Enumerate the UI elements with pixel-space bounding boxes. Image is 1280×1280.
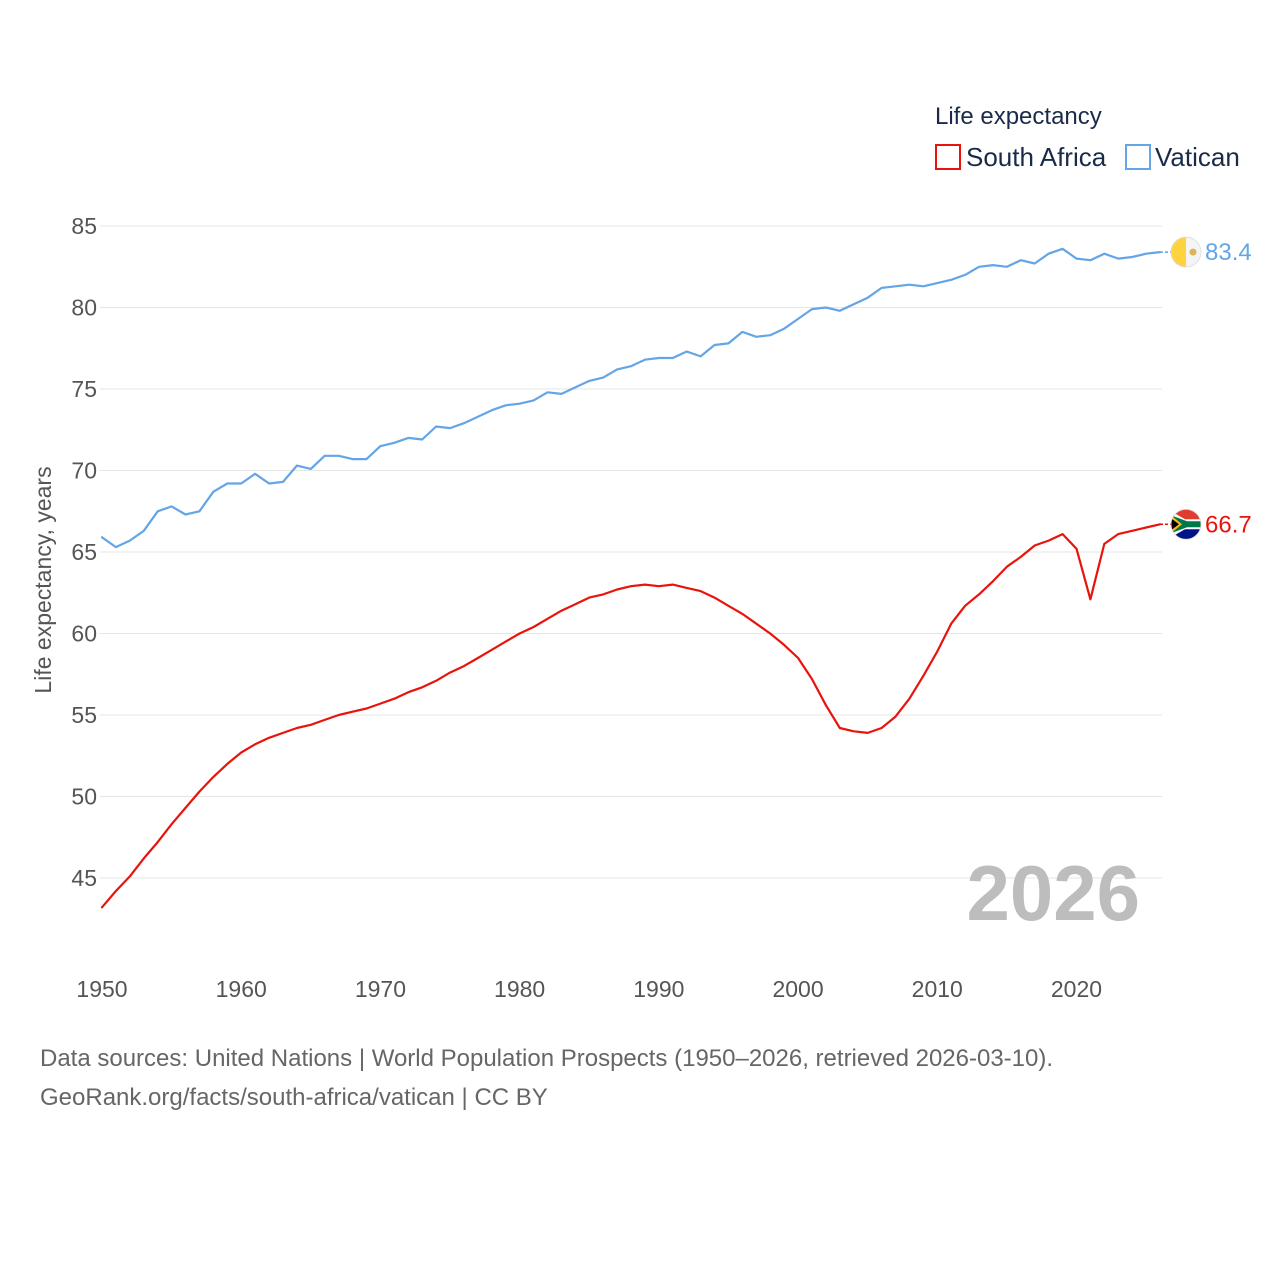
x-tick-label-2020: 2020 [1051,976,1102,1002]
y-tick-label-60: 60 [71,621,97,647]
series-end-labels: 66.7 83.4 [1160,236,1252,540]
y-tick-label-75: 75 [71,376,97,402]
data-sources: Data sources: United Nations | World Pop… [40,1045,1054,1072]
vatican-flag-icon [1170,236,1202,268]
current-year-watermark: 2026 [966,849,1140,937]
y-axis-ticks: 45 50 55 60 65 70 75 80 85 [71,213,97,891]
legend-swatch-south-africa [935,144,961,170]
legend-item-vatican[interactable]: Vatican [1125,142,1240,172]
legend-swatch-vatican [1125,144,1151,170]
legend-label-south-africa: South Africa [966,142,1107,172]
y-tick-label-65: 65 [71,539,97,565]
series-lines [100,247,1162,909]
legend: Life expectancy South Africa Vatican [935,103,1240,172]
y-tick-label-50: 50 [71,784,97,810]
y-tick-label-55: 55 [71,702,97,728]
end-value-label-south-africa: 66.7 [1205,511,1252,538]
x-axis-ticks: 1950 1960 1970 1980 1990 2000 2010 2020 [76,976,1102,1002]
x-tick-label-1950: 1950 [76,976,127,1002]
x-tick-label-1970: 1970 [355,976,406,1002]
x-tick-label-1960: 1960 [216,976,267,1002]
x-tick-label-2000: 2000 [772,976,823,1002]
y-tick-label-80: 80 [71,295,97,321]
attribution-link[interactable]: GeoRank.org/facts/south-africa/vatican |… [40,1084,548,1111]
series-line-vatican [100,247,1162,549]
x-tick-label-2010: 2010 [912,976,963,1002]
gridlines [100,225,1162,879]
y-tick-label-45: 45 [71,865,97,891]
legend-label-vatican: Vatican [1155,142,1240,172]
legend-item-south-africa[interactable]: South Africa [935,142,1107,172]
end-value-label-vatican: 83.4 [1205,239,1252,266]
y-axis-title: Life expectancy, years [30,466,56,693]
x-tick-label-1980: 1980 [494,976,545,1002]
south-africa-flag-icon [1170,508,1202,540]
y-tick-label-70: 70 [71,458,97,484]
y-tick-label-85: 85 [71,213,97,239]
x-tick-label-1990: 1990 [633,976,684,1002]
legend-title: Life expectancy [935,103,1102,130]
series-line-south-africa [100,523,1162,909]
